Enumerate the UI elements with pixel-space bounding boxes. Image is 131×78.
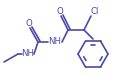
Text: O: O bbox=[57, 6, 63, 16]
Text: O: O bbox=[26, 18, 32, 28]
Text: NH: NH bbox=[21, 50, 34, 58]
Text: Cl: Cl bbox=[91, 6, 99, 16]
Text: NH: NH bbox=[48, 38, 61, 46]
